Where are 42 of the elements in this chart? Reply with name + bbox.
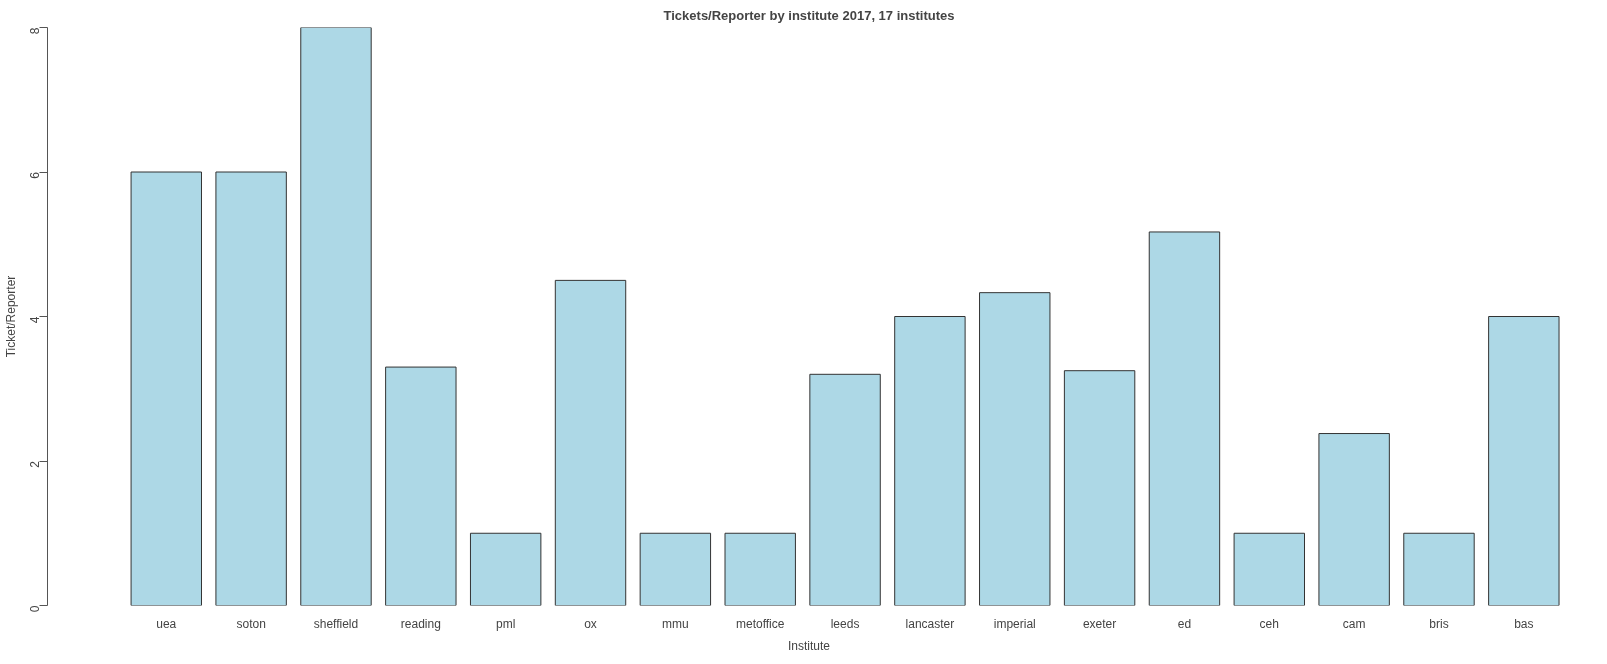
x-tick-label: mmu xyxy=(662,616,689,631)
bar xyxy=(639,532,712,606)
x-tick-label: cam xyxy=(1342,616,1366,631)
y-tick-label: 2 xyxy=(28,460,42,468)
bar xyxy=(1148,231,1221,606)
x-axis-title: Institute xyxy=(787,638,831,653)
x-tick-label: bas xyxy=(1514,616,1534,631)
bar xyxy=(1488,316,1560,606)
bar xyxy=(300,27,372,606)
chart-title: Tickets/Reporter by institute 2017, 17 institutes xyxy=(663,7,955,23)
bar xyxy=(809,373,881,606)
bar xyxy=(1403,532,1475,606)
bar xyxy=(469,532,542,606)
x-tick-label: reading xyxy=(400,616,441,631)
bar xyxy=(724,532,796,606)
x-tick-label: bris xyxy=(1429,616,1449,631)
y-tick-label: 8 xyxy=(28,27,42,35)
y-tick-label: 0 xyxy=(28,605,42,613)
x-tick-label: ox xyxy=(584,616,597,631)
y-tick-label: 4 xyxy=(28,316,42,324)
bar xyxy=(1318,433,1390,606)
bar xyxy=(1233,532,1306,606)
bar xyxy=(554,279,627,606)
bar xyxy=(215,171,287,606)
x-tick-label: uea xyxy=(156,616,177,631)
bar xyxy=(1063,370,1136,606)
x-tick-label: exeter xyxy=(1082,616,1117,631)
bar xyxy=(385,366,457,606)
bar xyxy=(894,316,966,606)
y-axis-title: Ticket/Reporter xyxy=(3,275,18,358)
bar xyxy=(979,292,1051,606)
x-tick-label: sheffield xyxy=(313,616,359,631)
x-tick-label: soton xyxy=(236,616,266,631)
x-tick-label: leeds xyxy=(830,616,860,631)
x-tick-label: imperial xyxy=(993,616,1036,631)
x-tick-label: ed xyxy=(1177,616,1192,631)
x-tick-label: metoffice xyxy=(735,616,785,631)
bar xyxy=(130,171,202,606)
x-tick-label: lancaster xyxy=(905,616,955,631)
x-tick-label: ceh xyxy=(1259,616,1279,631)
y-tick-label: 6 xyxy=(28,171,42,179)
x-tick-label: pml xyxy=(496,616,516,631)
